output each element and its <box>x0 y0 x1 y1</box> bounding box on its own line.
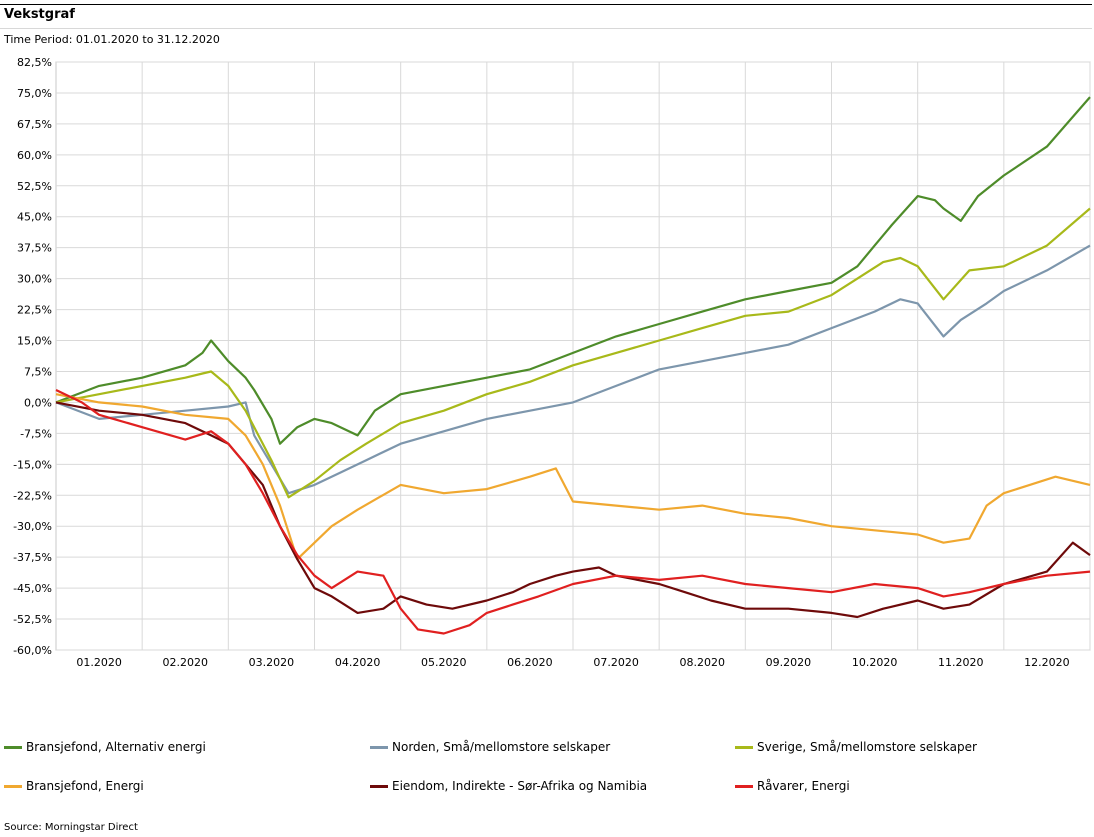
y-tick-label: 37,5% <box>17 242 52 255</box>
axis-layer: 82,5% 75,0% 67,5% 60,0% 52,5% 45,0% 37,5% 30,0%… <box>13 56 1070 669</box>
y-tick-label: -37,5% <box>13 551 52 564</box>
grid-layer <box>55 61 1091 651</box>
x-tick-label: 02.2020 <box>163 656 209 669</box>
source-note: Source: Morningstar Direct <box>4 822 138 833</box>
legend-label: Norden, Små/mellomstore selskaper <box>392 740 611 754</box>
growth-chart: 82,5% 75,0% 67,5% 60,0% 52,5% 45,0% 37,5% 30,0%… <box>13 56 1091 669</box>
y-tick-label: -45,0% <box>13 582 52 595</box>
y-tick-label: 0,0% <box>24 396 52 409</box>
legend-item-2: Norden, Små/mellomstore selskaper <box>370 740 610 754</box>
y-tick-label: 67,5% <box>17 118 52 131</box>
series-line-1 <box>55 96 1091 445</box>
y-tick-label: 45,0% <box>17 211 52 224</box>
y-tick-label: -22,5% <box>13 489 52 502</box>
legend-label: Bransjefond, Energi <box>26 779 144 793</box>
x-tick-label: 10.2020 <box>852 656 898 669</box>
y-tick-label: -52,5% <box>13 613 52 626</box>
legend-label: Sverige, Små/mellomstore selskaper <box>757 740 977 754</box>
legend-item-3: Sverige, Små/mellomstore selskaper <box>735 740 977 754</box>
legend-swatch <box>4 784 22 788</box>
y-tick-label: -60,0% <box>13 644 52 657</box>
legend-label: Eiendom, Indirekte - Sør-Afrika og Namib… <box>392 779 648 793</box>
top-rule <box>0 4 1092 5</box>
legend-swatch <box>370 745 388 749</box>
x-tick-label: 07.2020 <box>593 656 639 669</box>
series-layer <box>55 96 1091 635</box>
y-tick-label: 22,5% <box>17 304 52 317</box>
series-line-4 <box>55 393 1091 561</box>
title-divider <box>0 28 1092 29</box>
series-line-6 <box>55 389 1091 635</box>
legend-item-5: Eiendom, Indirekte - Sør-Afrika og Namib… <box>370 779 647 793</box>
legend-swatch <box>370 784 388 788</box>
x-tick-label: 05.2020 <box>421 656 467 669</box>
legend-swatch <box>4 745 22 749</box>
legend-label: Bransjefond, Alternativ energi <box>26 740 206 754</box>
legend-item-6: Råvarer, Energi <box>735 779 850 793</box>
y-tick-label: 15,0% <box>17 335 52 348</box>
y-tick-label: 30,0% <box>17 273 52 286</box>
series-line-5 <box>55 401 1091 619</box>
chart-title: Vekstgraf <box>4 7 75 22</box>
legend-item-4: Bransjefond, Energi <box>4 779 144 793</box>
x-tick-label: 08.2020 <box>680 656 726 669</box>
y-tick-label: 60,0% <box>17 149 52 162</box>
legend-item-1: Bransjefond, Alternativ energi <box>4 740 206 754</box>
y-tick-label: 52,5% <box>17 180 52 193</box>
y-tick-label: 7,5% <box>24 365 52 378</box>
series-line-2 <box>55 244 1091 495</box>
x-tick-label: 11.2020 <box>938 656 984 669</box>
y-tick-label: -15,0% <box>13 458 52 471</box>
legend-swatch <box>735 745 753 749</box>
y-tick-label: -7,5% <box>20 427 52 440</box>
x-tick-label: 04.2020 <box>335 656 381 669</box>
y-tick-label: -30,0% <box>13 520 52 533</box>
x-tick-label: 01.2020 <box>76 656 122 669</box>
x-tick-label: 09.2020 <box>766 656 812 669</box>
series-line-3 <box>55 207 1091 499</box>
time-period: Time Period: 01.01.2020 to 31.12.2020 <box>4 33 220 46</box>
x-tick-label: 12.2020 <box>1024 656 1070 669</box>
x-tick-label: 03.2020 <box>249 656 295 669</box>
x-tick-label: 06.2020 <box>507 656 553 669</box>
legend-label: Råvarer, Energi <box>757 779 850 793</box>
y-tick-label: 75,0% <box>17 87 52 100</box>
legend-swatch <box>735 784 753 788</box>
y-tick-label: 82,5% <box>17 56 52 69</box>
